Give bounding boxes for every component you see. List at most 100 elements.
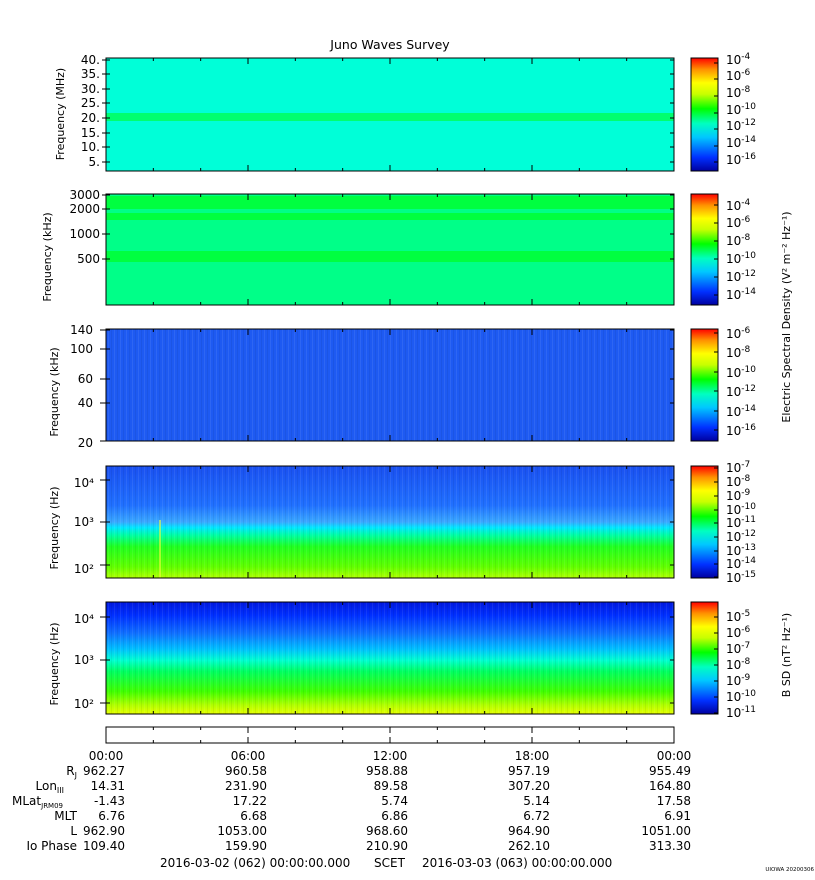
start-time: 2016-03-02 (062) 00:00:00.000 [160,856,350,870]
panel-2-ytick: 2000 [69,202,100,216]
panel-4-yticks: 10⁴ 10³ 10² [74,476,94,576]
colorbar-4: 10-7 10-8 10-9 10-10 10-11 10-12 10-13 1… [690,460,756,585]
spectrogram-4-texture [106,466,674,578]
colorbar-4-label: 10-15 [726,570,756,585]
panel-1-ytick: 10. [81,140,100,154]
colorbar-4-labels: 10-7 10-8 10-9 10-10 10-11 10-12 10-13 1… [726,460,756,585]
colorbar-2-label: 10-8 [726,233,751,248]
cell: 210.90 [366,839,408,853]
spectrogram-3-texture [106,329,674,441]
time-label: 06:00 [231,749,266,763]
panel-3-yticks: 140 100 60 40 20 [70,323,93,450]
panel-4-ytick: 10³ [74,515,94,529]
panel-3: Frequency (kHz) 140 100 60 40 20 [48,323,675,450]
cell: 6.68 [240,809,267,823]
colorbar-5-scale [690,601,719,715]
colorbar-4-label: 10-7 [726,460,750,475]
cell: -1.43 [94,794,125,808]
colorbar-2-scale [690,193,719,306]
panel-1-ytick: 30. [81,82,100,96]
cell: 960.58 [225,764,267,778]
cell: 17.58 [657,794,691,808]
plot-title: Juno Waves Survey [329,37,450,52]
spectrogram-2-background [106,194,674,305]
panel-5-yticks: 10⁴ 10³ 10² [74,612,94,711]
cell: 14.31 [91,779,125,793]
panel-1-ylabel: Frequency (MHz) [54,68,67,160]
panel-2-yticks: 3000 2000 1000 500 [69,188,100,266]
panel-1-ytick-marks [102,59,674,163]
colorbar-5-ticks [714,616,718,714]
cell: 231.90 [225,779,267,793]
colorbar-4-label: 10-11 [726,515,756,530]
colorbar-4-scale [690,465,719,579]
cell: 307.20 [508,779,550,793]
colorbar-3-label: 10-12 [726,384,756,399]
panel-5-ylabel: Frequency (Hz) [48,623,61,706]
panel-3-ytick: 140 [70,323,93,337]
row-label: MLT [54,809,77,823]
colorbar-1-label: 10-12 [726,118,756,133]
cell: 109.40 [83,839,125,853]
colorbar-1-ticks [714,62,718,163]
colorbar-4-ticks [714,467,718,578]
panel-1-ytick: 40. [81,53,100,67]
row-label: MLatJRM09 [12,794,63,810]
colorbar-4-label: 10-9 [726,488,751,503]
cell: 89.58 [374,779,408,793]
colorbar-1: 10-4 10-6 10-8 10-10 10-12 10-14 10-16 [690,52,756,172]
row-label: L [70,824,77,838]
panel-1-ytick: 15. [81,126,100,140]
colorbar-5-label: 10-9 [726,673,751,688]
cell: 6.76 [98,809,125,823]
time-label: 12:00 [373,749,408,763]
colorbar-4-label: 10-8 [726,474,751,489]
colorbar-1-label: 10-10 [726,102,756,117]
spectrogram-1-band [106,113,674,121]
panel-1-yticks: 40. 35. 30. 25. 20. 15. 10. 5. [81,53,100,169]
colorbar-2-labels: 10-4 10-6 10-8 10-10 10-12 10-14 [726,198,756,302]
cell: 968.60 [366,824,408,838]
colorbar-2-label: 10-6 [726,215,751,230]
panel-3-ytick-marks [100,329,674,442]
colorbar-3-ticks [714,332,718,431]
provenance-stamp: UIOWA 20200306 [765,867,814,873]
colorbar-3-scale [690,328,719,442]
panel-5-ytick: 10² [74,697,94,711]
panel-5: Frequency (Hz) 10⁴ 10³ 10² [48,601,675,715]
colorbar-2-ticks [714,204,718,296]
panel-5-ytick: 10⁴ [74,612,94,626]
end-time: 2016-03-03 (063) 00:00:00.000 [422,856,612,870]
time-label: 00:00 [657,749,692,763]
colorbar-1-label: 10-8 [726,85,751,100]
time-label: 00:00 [89,749,124,763]
colorbar-1-label: 10-6 [726,68,751,83]
colorbar-5-labels: 10-5 10-6 10-7 10-8 10-9 10-10 10-11 [726,609,756,720]
cell: 6.86 [381,809,408,823]
colorbar-2-label: 10-14 [726,287,756,302]
cell: 962.90 [83,824,125,838]
cell: 17.22 [233,794,267,808]
spectrogram-2-band [106,251,674,262]
time-label: 18:00 [515,749,550,763]
panel-2-ytick-marks [102,194,674,260]
colorbar-4-label: 10-12 [726,529,756,544]
cell: 313.30 [649,839,691,853]
cell: 159.90 [225,839,267,853]
colorbar-5-label: 10-5 [726,609,750,624]
cell: 6.72 [523,809,550,823]
colorbar-2-label: 10-12 [726,269,756,284]
spectrogram-2-band [106,213,674,220]
colorbar-1-label: 10-14 [726,135,756,150]
panel-4-ylabel: Frequency (Hz) [48,487,61,570]
cell: 1053.00 [217,824,267,838]
colorbar-3: 10-6 10-8 10-10 10-12 10-14 10-16 [690,326,756,442]
panel-1-ytick: 20. [81,111,100,125]
colorbar-1-labels: 10-4 10-6 10-8 10-10 10-12 10-14 10-16 [726,52,756,167]
colorbar-5: 10-5 10-6 10-7 10-8 10-9 10-10 10-11 [690,601,756,720]
time-ticks [105,58,675,743]
cell: 958.88 [366,764,408,778]
panel-4: Frequency (Hz) 10⁴ 10³ 10² [48,465,675,579]
panel-2-ytick: 500 [77,252,100,266]
